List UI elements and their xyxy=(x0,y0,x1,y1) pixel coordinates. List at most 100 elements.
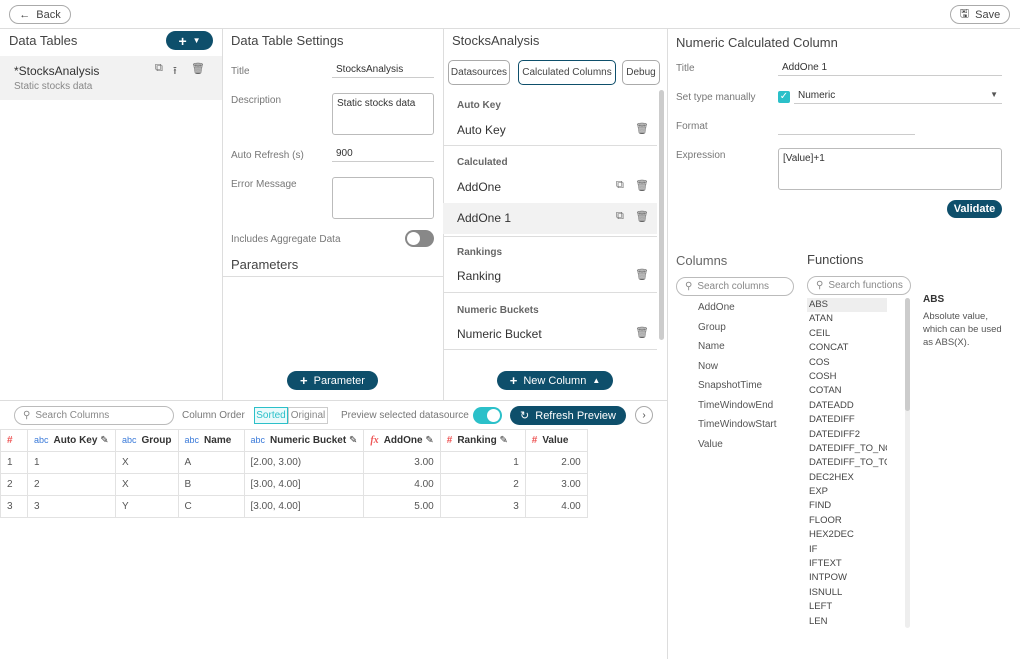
table-cell: [3.00, 4.00] xyxy=(243,473,365,496)
format-input[interactable] xyxy=(778,120,915,135)
function-item[interactable]: DATEDIFF_TO_TODAY xyxy=(809,457,887,469)
function-item[interactable]: IF xyxy=(809,543,818,555)
error-message-input[interactable] xyxy=(332,177,434,219)
function-item[interactable]: INTPOW xyxy=(809,572,847,584)
function-item[interactable]: LEN xyxy=(809,615,828,627)
trash-icon[interactable]: 🗑 xyxy=(635,123,649,135)
function-item[interactable]: DATEDIFF2 xyxy=(809,428,861,440)
list-item-addone-1[interactable]: AddOne 1 ⧉ 🗑 xyxy=(443,203,657,234)
type-select[interactable]: Numeric ▼ xyxy=(794,88,1002,104)
search-columns-preview-input[interactable]: ⚲ Search Columns xyxy=(14,406,174,425)
function-item[interactable]: COSH xyxy=(809,370,837,382)
column-header[interactable]: # Ranking ✎ xyxy=(439,429,526,452)
column-item[interactable]: AddOne xyxy=(698,302,735,313)
column-header[interactable]: abc Numeric Bucket ✎ xyxy=(243,429,365,452)
function-item[interactable]: LEFT xyxy=(809,601,833,613)
function-item[interactable]: DEC2HEX xyxy=(809,471,854,483)
column-header[interactable]: abc Auto Key ✎ xyxy=(27,429,116,452)
auto-refresh-input[interactable]: 900 xyxy=(332,146,434,162)
type-icon: abc xyxy=(250,435,266,445)
add-parameter-button[interactable]: + Parameter xyxy=(287,371,378,390)
trash-icon[interactable]: 🗑 xyxy=(635,180,649,192)
function-item[interactable]: ABS xyxy=(807,298,887,313)
trash-icon[interactable]: 🗑 xyxy=(635,327,649,339)
function-item[interactable]: ATAN xyxy=(809,313,833,325)
function-item[interactable]: IFTEXT xyxy=(809,558,842,570)
edit-icon[interactable]: ✎ xyxy=(422,435,434,446)
column-item[interactable]: Name xyxy=(698,341,725,352)
section-calculated: Calculated xyxy=(457,157,508,168)
trash-icon[interactable]: 🗑 xyxy=(635,211,649,223)
title-input[interactable]: StocksAnalysis xyxy=(332,62,434,78)
column-item[interactable]: SnapshotTime xyxy=(698,380,763,391)
type-label: Set type manually xyxy=(676,92,756,103)
function-item[interactable]: HEX2DEC xyxy=(809,529,854,541)
error-message-label: Error Message xyxy=(231,179,297,190)
search-functions-input[interactable]: ⚲ Search functions xyxy=(807,276,911,295)
table-cell: 3.00 xyxy=(524,473,588,496)
edit-icon[interactable]: ✎ xyxy=(346,435,358,446)
preview-toggle[interactable] xyxy=(473,407,502,424)
copy-icon[interactable]: ⧉ xyxy=(616,179,624,191)
table-cell: A xyxy=(177,451,245,474)
edit-icon[interactable]: ✎ xyxy=(496,435,508,446)
column-header[interactable]: abc Group xyxy=(115,429,179,452)
list-item-addone[interactable]: AddOne xyxy=(457,180,502,194)
function-item[interactable]: CEIL xyxy=(809,327,831,339)
scrollbar[interactable] xyxy=(659,90,664,340)
sorted-button[interactable]: Sorted xyxy=(254,407,288,424)
edit-icon[interactable]: ✎ xyxy=(97,435,109,446)
copy-icon[interactable]: ⧉ xyxy=(616,210,624,222)
functions-list: ABS ATAN CEIL CONCAT COS COSH COTAN DATEADD DATE… xyxy=(807,298,887,628)
column-header[interactable]: # Value xyxy=(524,429,588,452)
function-item[interactable]: CONCAT xyxy=(809,342,849,354)
functions-title: Functions xyxy=(807,252,864,267)
section-numeric-buckets: Numeric Buckets xyxy=(457,305,539,316)
column-header[interactable]: abc Name xyxy=(177,429,245,452)
description-input[interactable]: Static stocks data xyxy=(332,93,434,135)
type-checkbox[interactable]: ✓ xyxy=(778,91,790,103)
original-button[interactable]: Original xyxy=(288,407,328,424)
new-column-button[interactable]: + New Column ▲ xyxy=(497,371,613,390)
save-button[interactable]: 🖫 Save xyxy=(950,5,1010,24)
trash-icon[interactable]: 🗑 xyxy=(635,269,649,281)
function-item[interactable]: COS xyxy=(809,356,830,368)
function-item[interactable]: COTAN xyxy=(809,385,842,397)
expression-input[interactable]: [Value]+1 xyxy=(778,148,1002,190)
column-item[interactable]: Group xyxy=(698,321,726,333)
function-item[interactable]: FLOOR xyxy=(809,514,842,526)
functions-scrollbar[interactable] xyxy=(905,298,910,628)
list-item-ranking[interactable]: Ranking xyxy=(457,269,502,283)
refresh-preview-button[interactable]: ↻ Refresh Preview xyxy=(510,406,626,425)
table-list-item[interactable]: *StocksAnalysis Static stocks data ⧉ ⭱ 🗑 xyxy=(0,56,222,100)
copy-icon[interactable]: ⧉ xyxy=(155,62,163,74)
column-item[interactable]: Value xyxy=(698,438,723,450)
aggregate-toggle[interactable] xyxy=(405,230,434,247)
function-item[interactable]: ISNULL xyxy=(809,586,843,598)
list-item-numeric-bucket[interactable]: Numeric Bucket xyxy=(457,327,542,341)
column-item[interactable]: TimeWindowStart xyxy=(698,419,777,430)
table-cell: 1 xyxy=(0,451,28,474)
function-item[interactable]: DATEADD xyxy=(809,399,854,411)
list-item-auto-key[interactable]: Auto Key xyxy=(457,123,506,137)
upload-icon[interactable]: ⭱ xyxy=(173,65,177,77)
column-header[interactable]: fx AddOne ✎ xyxy=(363,429,441,452)
tab-calculated-columns[interactable]: Calculated Columns xyxy=(518,60,616,85)
section-rankings: Rankings xyxy=(457,247,503,258)
next-button[interactable]: › xyxy=(635,406,653,424)
column-title-input[interactable]: AddOne 1 xyxy=(778,60,1002,76)
column-item[interactable]: Now xyxy=(698,360,719,372)
search-columns-input[interactable]: ⚲ Search columns xyxy=(676,277,794,296)
tab-datasources[interactable]: Datasources xyxy=(448,60,510,85)
function-item[interactable]: DATEDIFF xyxy=(809,414,855,426)
column-item[interactable]: TimeWindowEnd xyxy=(698,399,774,411)
trash-icon[interactable]: 🗑 xyxy=(191,63,205,75)
tab-debug[interactable]: Debug xyxy=(622,60,660,85)
validate-button[interactable]: Validate xyxy=(947,200,1002,218)
function-item[interactable]: EXP xyxy=(809,486,829,498)
add-table-button[interactable]: + ▼ xyxy=(166,31,213,50)
column-header[interactable]: # xyxy=(0,429,28,452)
function-item[interactable]: FIND xyxy=(809,500,832,512)
back-button[interactable]: ← Back xyxy=(9,5,71,24)
function-item[interactable]: DATEDIFF_TO_NOW xyxy=(809,442,887,454)
